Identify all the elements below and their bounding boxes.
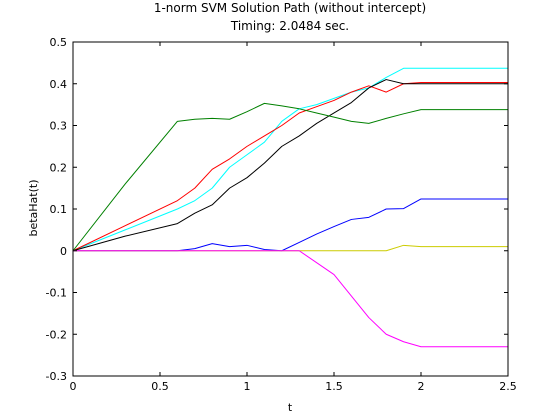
- x-tick-label: 0: [70, 380, 77, 393]
- x-tick-label: 2: [418, 380, 425, 393]
- y-tick-label: 0.5: [50, 36, 68, 49]
- x-tick-label: 1.5: [325, 380, 343, 393]
- chart-subtitle: Timing: 2.0484 sec.: [230, 19, 349, 33]
- y-tick-label: 0.2: [50, 161, 68, 174]
- y-axis-label: betaHat(t): [27, 179, 40, 236]
- y-tick-label: -0.3: [46, 370, 67, 383]
- x-tick-label: 0.5: [151, 380, 169, 393]
- x-tick-label: 2.5: [499, 380, 517, 393]
- y-tick-label: 0.1: [50, 203, 68, 216]
- x-axis-label: t: [288, 401, 293, 414]
- x-tick-label: 1: [244, 380, 251, 393]
- y-tick-label: -0.1: [46, 287, 67, 300]
- y-tick-label: 0.3: [50, 120, 68, 133]
- chart-title: 1-norm SVM Solution Path (without interc…: [154, 1, 426, 15]
- y-tick-label: 0.4: [50, 78, 68, 91]
- plot-area: 0 0.5 1 1.5 2 2.5 -0.3 -0.2 -0.1 0 0.1 0.2 0.3 0.4 0.5: [46, 36, 517, 393]
- plot-background: [73, 42, 508, 376]
- y-tick-label: 0: [60, 245, 67, 258]
- y-tick-label: -0.2: [46, 328, 67, 341]
